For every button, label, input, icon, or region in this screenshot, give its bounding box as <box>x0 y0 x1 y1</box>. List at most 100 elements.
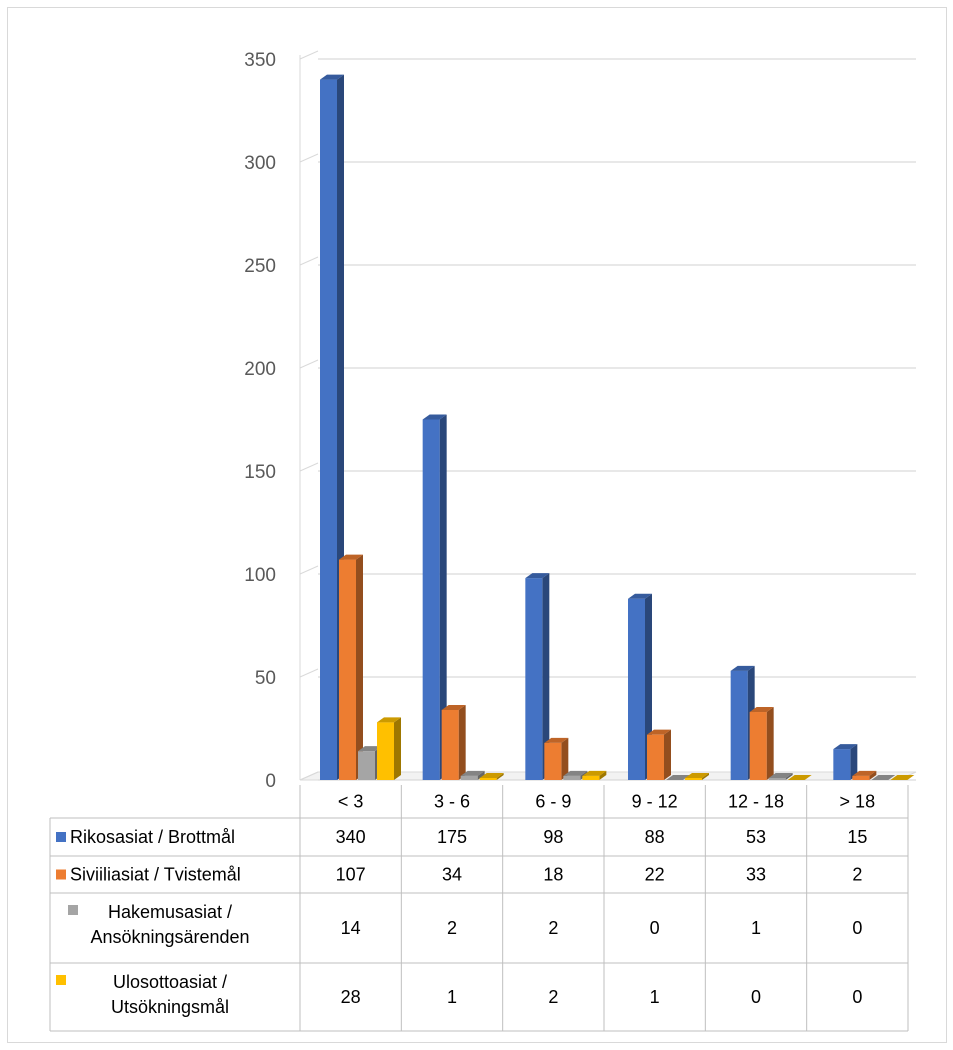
bar-top <box>647 729 671 735</box>
gridline-depth <box>299 256 319 266</box>
category-label: 12 - 18 <box>728 792 784 812</box>
table-value: 22 <box>645 865 665 885</box>
table-value: 340 <box>336 827 366 847</box>
gridline-depth <box>299 153 319 163</box>
bars <box>320 74 915 781</box>
bar-side <box>356 554 363 780</box>
bar-top <box>628 593 652 599</box>
bar-side <box>458 704 466 780</box>
table-value: 15 <box>847 827 867 847</box>
y-tick-label: 300 <box>244 153 276 174</box>
bar-front <box>852 775 870 780</box>
table-value: 0 <box>751 987 761 1007</box>
legend-label: Siviiliasiat / Tvistemål <box>70 865 241 885</box>
bar-side <box>477 770 485 780</box>
bar-side <box>702 772 709 780</box>
table-value: 1 <box>751 918 761 938</box>
bar-front <box>358 751 375 780</box>
bar-front <box>479 777 497 780</box>
bar-top <box>441 704 466 710</box>
gridline-depth <box>299 771 319 781</box>
table-value: 33 <box>746 865 766 885</box>
bar-top <box>544 737 569 743</box>
bar-top <box>833 744 858 750</box>
bar-front <box>525 578 543 780</box>
bar-siviiliasiat-3 <box>647 729 671 780</box>
bar-top <box>358 746 382 752</box>
gridline-depth <box>299 462 319 472</box>
bar-top <box>787 775 812 780</box>
bar-front <box>377 722 394 780</box>
bar-siviiliasiat-2 <box>544 737 569 780</box>
data-table: < 3 3 - 6 6 - 9 9 - 12 12 - 18 > 18 Rikosasiat… <box>49 785 909 1032</box>
table-value: 14 <box>341 918 361 938</box>
bar-front <box>730 670 748 780</box>
table-value: 2 <box>447 918 457 938</box>
bar-ulosottoasiat-2 <box>582 770 607 780</box>
bar-ulosottoasiat-3 <box>685 772 709 780</box>
bar-side <box>439 414 447 780</box>
bar-top <box>871 775 896 780</box>
legend-key <box>68 905 78 915</box>
legend-label: Ansökningsärenden <box>90 927 249 947</box>
bar-siviiliasiat-4 <box>749 707 774 780</box>
table-value: 98 <box>543 827 563 847</box>
legend-label: Ulosottoasiat / <box>113 972 227 992</box>
bar-front <box>422 419 440 780</box>
gridline-depth <box>299 565 319 575</box>
table-value: 2 <box>548 918 558 938</box>
bar-ulosottoasiat-1 <box>479 772 504 780</box>
legend-key <box>56 832 66 842</box>
table-value: 18 <box>543 865 563 885</box>
table-value: 107 <box>336 865 366 885</box>
bar-side <box>561 737 569 780</box>
bar-top <box>890 775 915 780</box>
bar-front <box>441 709 459 780</box>
bar-top <box>525 573 550 579</box>
bar-top <box>685 772 709 778</box>
bar-side <box>766 707 774 780</box>
bar-rikosasiat-2 <box>525 573 550 780</box>
bar-top <box>582 770 607 776</box>
bar-top <box>460 770 485 776</box>
bar-hakemusasiat-5 <box>871 775 896 780</box>
table-value: 1 <box>447 987 457 1007</box>
bar-side <box>869 770 877 780</box>
bar-top <box>339 554 363 560</box>
bar-hakemusasiat-3 <box>666 775 690 780</box>
y-tick-label: 150 <box>244 462 276 483</box>
table-value: 53 <box>746 827 766 847</box>
table-value: 0 <box>852 918 862 938</box>
bar-front <box>320 79 337 781</box>
y-tick-label: 0 <box>265 771 276 792</box>
legend-label: Utsökningsmål <box>111 997 229 1017</box>
bar-front <box>685 777 702 780</box>
bar-front <box>563 775 581 780</box>
table-value: 175 <box>437 827 467 847</box>
bar-top <box>479 772 504 778</box>
y-tick-label: 350 <box>244 50 276 71</box>
y-axis: 0 50 100 150 200 250 300 350 <box>244 50 301 792</box>
bar-front <box>833 749 851 780</box>
table-value: 0 <box>650 918 660 938</box>
y-tick-label: 250 <box>244 256 276 277</box>
y-tick-label: 100 <box>244 565 276 586</box>
bar-ulosottoasiat-4 <box>787 775 812 780</box>
bar-front <box>647 734 664 780</box>
bar-ulosottoasiat-0 <box>377 717 401 780</box>
bar-hakemusasiat-1 <box>460 770 485 780</box>
bar-top <box>852 770 877 776</box>
legend-label: Rikosasiat / Brottmål <box>70 827 235 847</box>
bar-front <box>544 742 562 780</box>
bar-hakemusasiat-4 <box>768 772 793 780</box>
bar-side <box>394 717 401 780</box>
bar-front <box>768 777 786 780</box>
bar-siviiliasiat-1 <box>441 704 466 780</box>
bar-side <box>664 729 671 780</box>
gridline-depth <box>299 50 319 60</box>
gridline-depth <box>299 359 319 369</box>
bar-top <box>666 775 690 780</box>
table-value: 0 <box>852 987 862 1007</box>
table-value: 1 <box>650 987 660 1007</box>
bar-ulosottoasiat-5 <box>890 775 915 780</box>
